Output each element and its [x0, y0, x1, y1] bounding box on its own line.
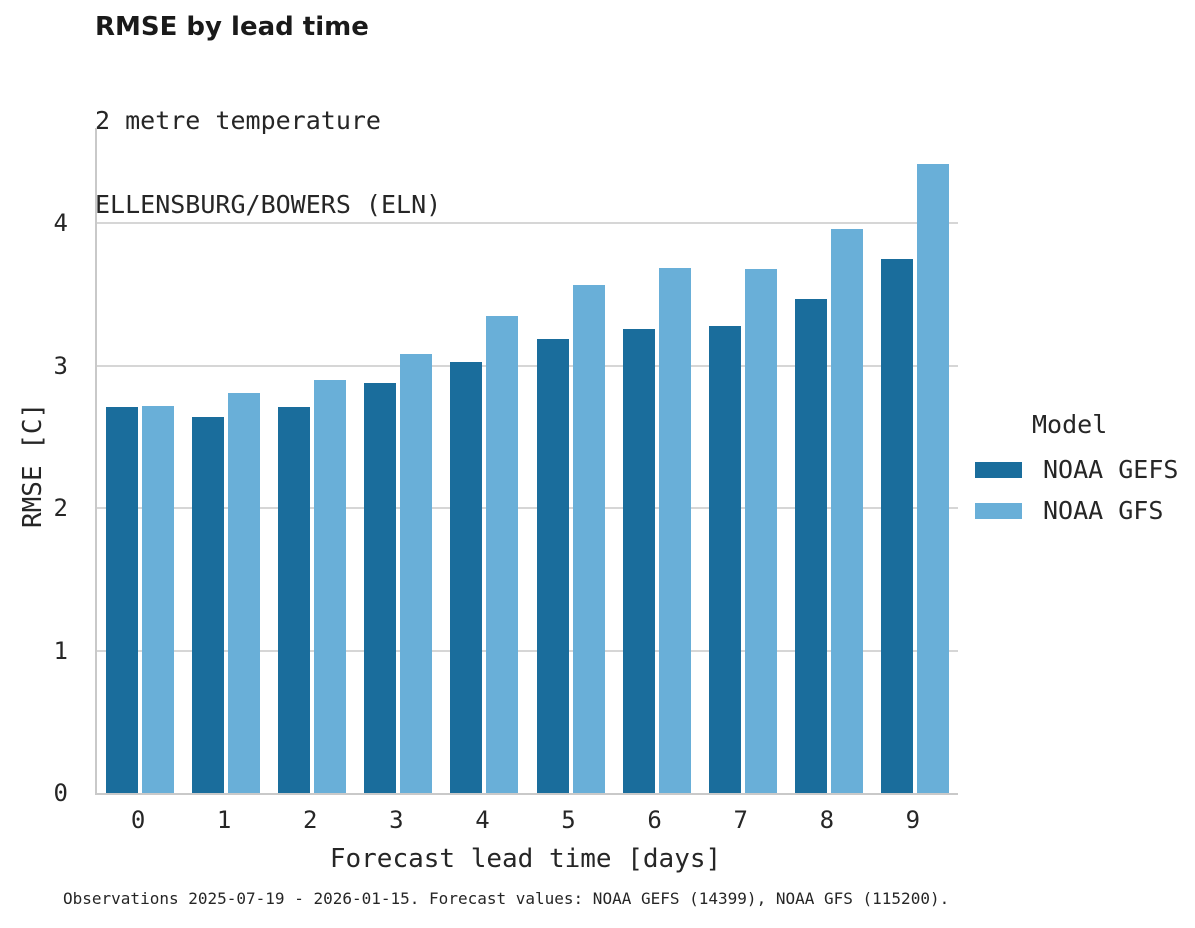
- bar-noaa-gfs-lead-5: [572, 284, 605, 793]
- legend-row-gefs: NOAA GEFS: [975, 455, 1178, 484]
- x-tick-row: 0 1 2 3 4 5 6 7 8 9: [95, 806, 956, 834]
- bar-group-lead-9: [880, 128, 949, 793]
- bar-noaa-gfs-lead-9: [916, 163, 949, 793]
- bar-group-lead-0: [106, 128, 175, 793]
- grid-layer: [97, 128, 958, 793]
- bar-noaa-gfs-lead-6: [658, 267, 691, 793]
- bar-noaa-gefs-lead-4: [450, 361, 483, 793]
- bar-noaa-gefs-lead-5: [536, 338, 569, 793]
- subtitle-station: ELLENSBURG/BOWERS (ELN): [95, 190, 442, 219]
- bar-noaa-gefs-lead-8: [794, 298, 827, 793]
- chart-subtitle: 2 metre temperature ELLENSBURG/BOWERS (E…: [95, 51, 441, 275]
- legend-row-gfs: NOAA GFS: [975, 496, 1178, 525]
- bar-noaa-gefs-lead-3: [364, 382, 397, 793]
- gridline-y3: [97, 364, 958, 367]
- y-tick-label-3: 3: [53, 351, 68, 380]
- legend-swatch-gefs: [975, 461, 1022, 478]
- gridline-y2: [97, 507, 958, 510]
- y-tick-label-0: 0: [53, 779, 68, 807]
- plot-area: [95, 128, 958, 795]
- x-tick-label-9: 9: [905, 806, 921, 834]
- legend: Model NOAA GEFS NOAA GFS: [975, 410, 1178, 537]
- bar-group-lead-6: [622, 128, 691, 793]
- bar-noaa-gfs-lead-8: [830, 229, 863, 793]
- x-tick-label-1: 1: [216, 806, 232, 834]
- bar-noaa-gfs-lead-3: [400, 354, 433, 793]
- bar-noaa-gefs-lead-6: [622, 328, 655, 793]
- y-tick-layer: 0 1 2 3 4: [30, 128, 80, 807]
- y-tick-label-2: 2: [53, 494, 68, 523]
- chart-title: RMSE by lead time: [95, 12, 369, 42]
- x-tick-label-5: 5: [561, 806, 576, 834]
- bar-noaa-gfs-lead-0: [142, 405, 175, 793]
- bar-group-lead-8: [794, 128, 863, 793]
- x-tick-label-6: 6: [647, 806, 662, 834]
- bar-layer: [97, 128, 958, 793]
- bar-group-lead-7: [708, 128, 777, 793]
- bar-group-lead-4: [450, 128, 519, 793]
- legend-swatch-gfs: [975, 502, 1022, 519]
- x-tick-label-2: 2: [303, 806, 318, 834]
- x-axis-label: Forecast lead time [days]: [329, 844, 722, 874]
- legend-title: Model: [1032, 410, 1108, 439]
- gridline-y4: [97, 222, 958, 225]
- gridline-y1: [97, 649, 958, 652]
- bar-noaa-gefs-lead-9: [880, 259, 913, 793]
- bar-noaa-gfs-lead-2: [314, 380, 347, 793]
- bar-noaa-gefs-lead-2: [278, 407, 311, 793]
- bar-group-lead-1: [192, 128, 261, 793]
- bar-noaa-gfs-lead-1: [228, 392, 261, 793]
- legend-label-gfs: NOAA GFS: [1043, 496, 1164, 525]
- x-tick-label-8: 8: [819, 806, 835, 834]
- bar-noaa-gfs-lead-7: [744, 268, 777, 793]
- subtitle-variable: 2 metre temperature: [95, 106, 381, 135]
- legend-label-gefs: NOAA GEFS: [1043, 455, 1179, 484]
- bar-group-lead-5: [536, 128, 605, 793]
- x-tick-label-0: 0: [130, 806, 146, 834]
- y-tick-label-1: 1: [53, 636, 68, 665]
- bar-group-lead-3: [364, 128, 433, 793]
- bar-noaa-gefs-lead-0: [106, 407, 139, 793]
- x-tick-label-7: 7: [733, 806, 748, 834]
- y-tick-label-4: 4: [53, 209, 68, 238]
- bar-noaa-gefs-lead-1: [192, 417, 225, 793]
- figure-caption: Observations 2025-07-19 - 2026-01-15. Fo…: [63, 889, 950, 908]
- bar-noaa-gefs-lead-7: [708, 325, 741, 793]
- x-tick-label-3: 3: [389, 806, 404, 834]
- bar-group-lead-2: [278, 128, 347, 793]
- bar-noaa-gfs-lead-4: [486, 315, 519, 793]
- x-tick-label-4: 4: [475, 806, 490, 834]
